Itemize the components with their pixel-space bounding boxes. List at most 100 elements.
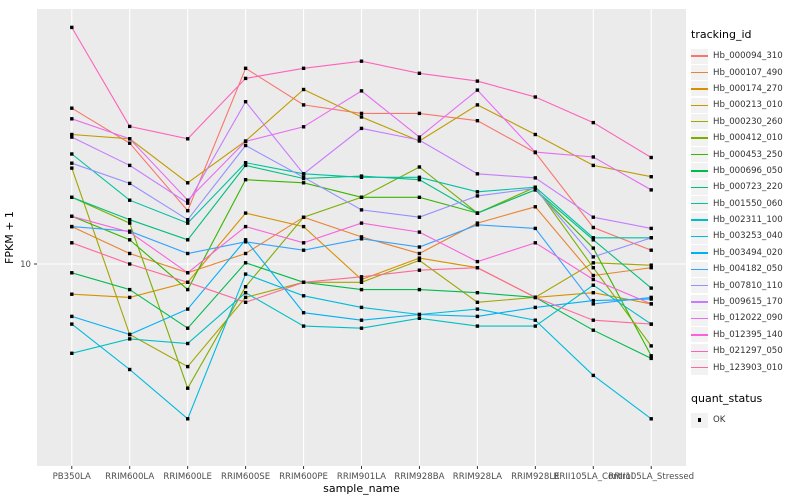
legend-item-label: Hb_021297_050 [713,346,783,357]
data-point [128,287,132,292]
data-point [649,226,653,231]
data-point [243,143,248,148]
x-axis-title: sample_name [323,482,400,495]
legend-key-line-icon [691,327,708,343]
data-point [533,150,537,154]
legend-item-Hb_009615_170: Hb_009615_170 [691,294,799,310]
x-tick-label: RRIM901LA [337,472,386,482]
legend-item-Hb_012395_140: Hb_012395_140 [691,327,799,343]
data-point [128,218,132,222]
series-Hb_123903_010 [70,241,653,326]
series-color-line-icon [691,219,708,221]
square-point-icon [697,418,702,422]
data-point [417,111,422,116]
data-point [243,251,248,256]
data-point [475,300,480,304]
data-point [591,273,595,278]
data-point [359,126,364,131]
data-point [417,138,422,142]
data-point [475,88,480,92]
legend-item-Hb_123903_010: Hb_123903_010 [691,359,799,376]
data-point [591,302,595,306]
data-point [359,59,364,63]
legend-item-Hb_000696_050: Hb_000696_050 [691,163,799,179]
data-point [417,316,422,320]
legend-item-Hb_000453_250: Hb_000453_250 [691,146,799,163]
data-point [591,236,595,240]
data-point [70,106,74,110]
data-point [417,256,422,260]
data-point [243,272,248,276]
data-point [649,356,653,361]
legend-item-Hb_000107_490: Hb_000107_490 [691,64,799,81]
data-point [533,305,537,310]
data-point [243,178,248,182]
legend-item-label: Hb_001550_060 [713,198,783,209]
x-tick-label: RRIM600LE [163,472,212,482]
data-point [359,221,364,225]
data-point [649,295,653,300]
data-point [128,230,132,234]
data-point [591,215,595,219]
legend-key-line-icon [691,261,708,277]
legend-item-label: Hb_000213_010 [713,100,783,111]
data-point [128,238,132,242]
data-point [417,215,422,219]
series-Hb_000213_010 [70,87,653,185]
series-color-line-icon [691,71,708,74]
data-point [301,103,306,107]
series-color-line-icon [691,317,708,320]
data-point [475,119,480,123]
data-point [186,181,190,185]
data-point [591,266,595,270]
legend-key-line-icon [691,147,708,163]
legend-item-Hb_000230_260: Hb_000230_260 [691,114,799,130]
legend-key-line-icon [691,294,708,310]
legend-item-Hb_000213_010: Hb_000213_010 [691,97,799,113]
data-point [475,314,480,319]
series-color-line-icon [691,88,708,90]
legend-key-line-icon [691,212,708,228]
data-point [649,175,653,179]
data-point [417,165,422,169]
data-point [128,181,132,186]
data-point [533,95,537,99]
data-point [649,248,653,252]
data-point [243,211,248,215]
legend-title-tracking-id: tracking_id [691,28,752,41]
series-color-line-icon [691,268,708,270]
data-point [591,277,595,282]
data-point [359,305,364,310]
data-point [475,223,480,227]
data-point [70,135,74,139]
legend-item-Hb_000174_270: Hb_000174_270 [691,81,799,97]
series-color-line-icon [691,121,708,123]
data-point [533,186,537,191]
data-point [243,300,248,304]
data-point [417,178,422,182]
data-point [359,235,364,239]
data-point [359,280,364,284]
legend-key-line-icon [691,81,708,97]
data-point [533,205,537,209]
data-point [186,364,190,369]
data-point [417,258,422,263]
data-point [591,328,595,332]
series-color-line-icon [691,104,708,107]
data-point [70,161,74,165]
legend-item-label: Hb_000094_310 [713,51,783,62]
data-point [475,79,480,83]
data-point [649,266,653,270]
data-point [359,111,364,116]
data-point [186,198,190,202]
data-point [591,163,595,168]
data-point [186,251,190,256]
legend-item-Hb_003494_020: Hb_003494_020 [691,245,799,261]
data-point [128,141,132,145]
data-point [301,172,306,176]
legend-item-label: Hb_002311_100 [713,215,783,226]
legend-item-label: Hb_000230_260 [713,116,783,127]
legend-key-line-icon [691,65,708,81]
data-point [186,417,190,421]
